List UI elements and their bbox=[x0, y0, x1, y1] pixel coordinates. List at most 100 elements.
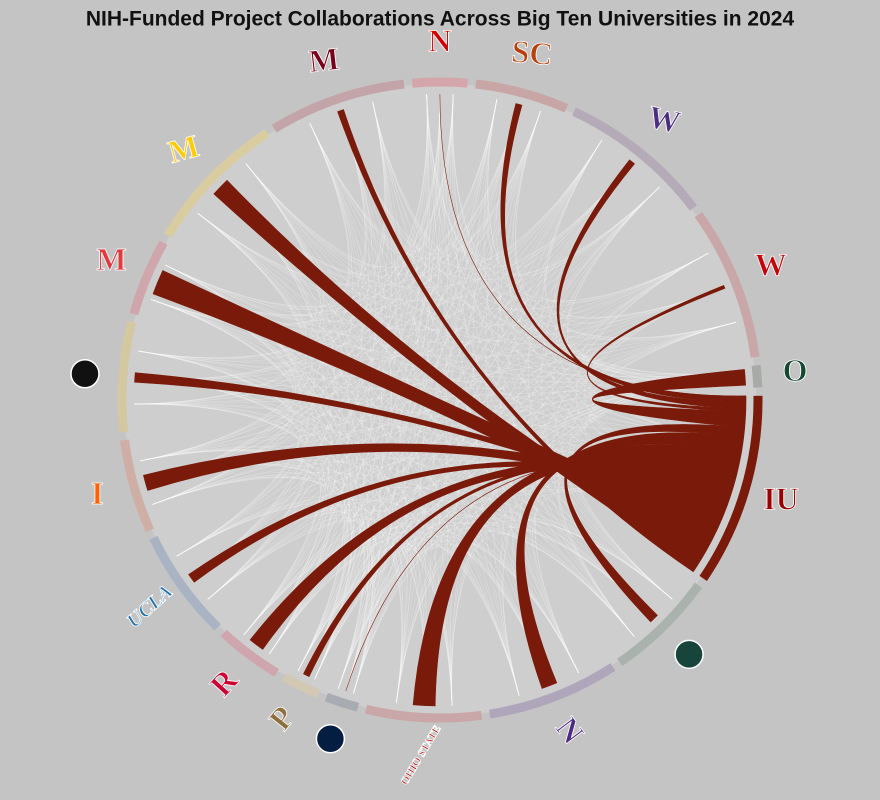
background-chord bbox=[245, 163, 381, 694]
background-chord bbox=[207, 507, 334, 636]
background-chord bbox=[150, 299, 346, 672]
background-chord bbox=[269, 537, 406, 703]
background-chord bbox=[243, 122, 363, 636]
background-chord bbox=[176, 212, 315, 557]
background-chord bbox=[498, 518, 673, 696]
group-arc bbox=[489, 663, 616, 719]
background-chord bbox=[515, 110, 745, 375]
background-chord bbox=[152, 477, 403, 703]
background-chord bbox=[269, 522, 635, 655]
background-chord bbox=[152, 186, 660, 505]
background-chord bbox=[372, 101, 745, 375]
background-chord bbox=[134, 403, 299, 557]
background-chord bbox=[140, 212, 307, 462]
background-chord bbox=[245, 99, 498, 269]
background-chord bbox=[134, 403, 403, 703]
university-logo: OHIO STATE bbox=[399, 723, 444, 787]
background-chord bbox=[452, 94, 709, 302]
university-logo: M bbox=[96, 241, 126, 277]
background-chord bbox=[152, 476, 520, 696]
background-chord bbox=[501, 110, 603, 264]
background-chord bbox=[140, 252, 709, 462]
background-chord bbox=[197, 212, 332, 636]
background-chord bbox=[340, 110, 393, 692]
background-chord bbox=[395, 99, 498, 703]
group-arc bbox=[281, 673, 321, 699]
logo-icon bbox=[315, 723, 346, 754]
university-logo: W bbox=[755, 247, 787, 283]
background-chord bbox=[353, 101, 403, 694]
background-chord bbox=[309, 110, 541, 259]
background-chord bbox=[452, 94, 745, 375]
background-chord bbox=[140, 99, 498, 462]
university-logo: N bbox=[428, 22, 451, 58]
background-chord bbox=[165, 264, 673, 600]
background-chord bbox=[245, 163, 709, 310]
university-logo: IU bbox=[763, 481, 799, 517]
background-chord bbox=[207, 186, 660, 600]
background-chord bbox=[337, 539, 580, 689]
group-arc bbox=[324, 692, 360, 712]
background-chord bbox=[197, 186, 660, 301]
background-chord bbox=[314, 101, 397, 680]
background-chord bbox=[426, 94, 635, 637]
background-chord bbox=[152, 163, 325, 505]
background-chord bbox=[309, 122, 660, 280]
background-chord bbox=[150, 163, 325, 330]
link-chord bbox=[500, 103, 747, 403]
background-chord bbox=[137, 350, 310, 600]
background-chord bbox=[439, 93, 520, 250]
background-chord bbox=[165, 94, 428, 307]
background-chord bbox=[340, 110, 550, 686]
background-chord bbox=[353, 548, 412, 703]
background-chord bbox=[137, 350, 352, 680]
background-chord bbox=[145, 104, 520, 484]
group-arc bbox=[751, 364, 763, 388]
background-chord bbox=[134, 110, 541, 405]
background-chord bbox=[176, 487, 673, 600]
background-chord bbox=[152, 475, 346, 672]
background-chord bbox=[134, 264, 296, 405]
background-chord bbox=[314, 541, 385, 689]
background-chord bbox=[269, 536, 520, 696]
background-chord bbox=[372, 94, 430, 250]
background-chord bbox=[152, 94, 454, 505]
background-chord bbox=[487, 99, 737, 339]
background-chord bbox=[451, 533, 635, 706]
background-chord bbox=[451, 94, 603, 260]
background-chord bbox=[552, 186, 673, 600]
background-chord bbox=[176, 94, 428, 557]
background-chord bbox=[345, 286, 725, 692]
background-chord bbox=[176, 139, 603, 557]
background-chord bbox=[243, 507, 673, 636]
background-chord bbox=[337, 548, 453, 706]
background-chord bbox=[137, 350, 580, 673]
background-chord bbox=[569, 321, 737, 600]
background-chord bbox=[165, 264, 580, 673]
background-chord bbox=[297, 540, 387, 694]
background-chord bbox=[245, 163, 745, 376]
background-chord bbox=[269, 530, 363, 672]
background-chord bbox=[372, 101, 709, 302]
background-chord bbox=[134, 377, 369, 692]
background-chord bbox=[305, 541, 386, 692]
background-chord bbox=[137, 299, 293, 368]
university-logo: UCLA bbox=[123, 581, 177, 633]
background-chord bbox=[207, 163, 335, 600]
background-chord bbox=[191, 161, 633, 579]
background-chord bbox=[207, 507, 635, 637]
background-chord bbox=[207, 519, 404, 703]
background-chord bbox=[140, 449, 580, 673]
background-chord bbox=[492, 139, 603, 696]
background-chord bbox=[197, 212, 520, 696]
background-chord bbox=[165, 252, 709, 331]
background-chord bbox=[134, 186, 660, 405]
university-logo: N bbox=[549, 710, 592, 750]
background-chord bbox=[137, 350, 374, 694]
background-chord bbox=[152, 472, 635, 637]
background-chord bbox=[140, 450, 453, 706]
background-chord bbox=[337, 517, 673, 689]
background-chord bbox=[426, 94, 520, 696]
background-chord bbox=[140, 299, 294, 462]
